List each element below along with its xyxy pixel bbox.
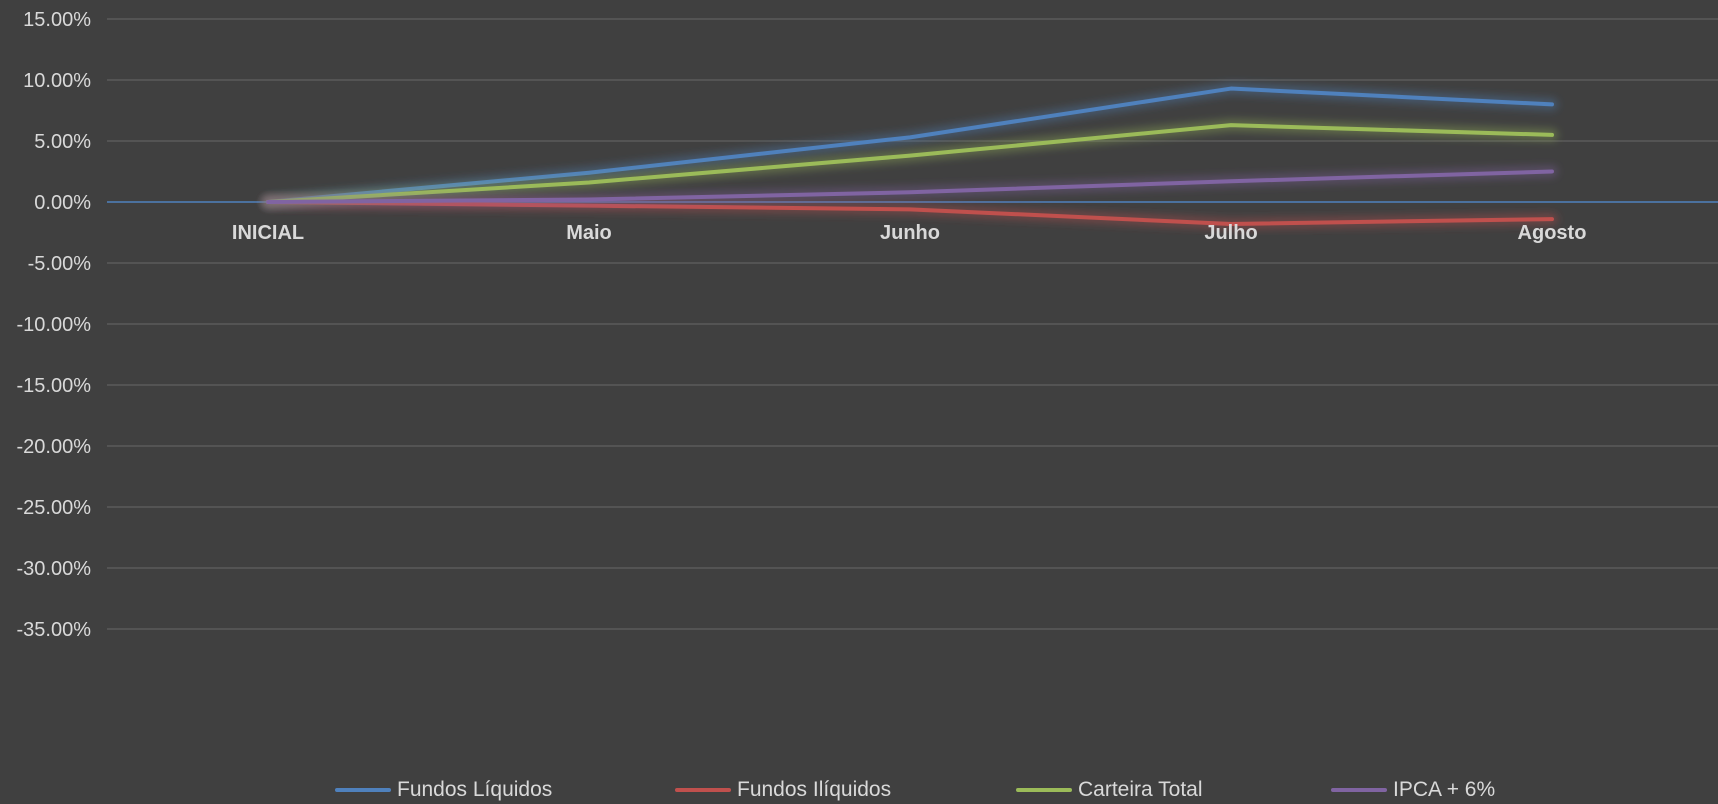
legend-label: Fundos Ilíquidos	[737, 778, 892, 801]
y-tick-label: 10.00%	[23, 70, 91, 92]
gridlines	[107, 18, 1718, 630]
legend-item-fundos-iliquidos: Fundos Ilíquidos	[675, 776, 891, 804]
legend-item-fundos-liquidos: Fundos Líquidos	[335, 776, 552, 804]
y-tick-label: -20.00%	[17, 436, 92, 458]
x-tick-label: Maio	[566, 222, 612, 244]
y-tick-label: -35.00%	[17, 619, 92, 641]
x-tick-label: Junho	[880, 222, 940, 244]
legend-item-carteira-total: Carteira Total	[1016, 776, 1203, 804]
y-tick-label: -30.00%	[17, 558, 92, 580]
legend-swatch-carteira-total	[1016, 788, 1072, 792]
series-line-fundos-liquidos	[266, 86, 1554, 204]
y-tick-label: 0.00%	[34, 192, 91, 214]
y-tick-label: -25.00%	[17, 497, 92, 519]
y-axis: 15.00% 10.00% 5.00% 0.00% -5.00% -10.00% -15.0…	[17, 9, 92, 641]
x-tick-label: Julho	[1204, 222, 1257, 244]
x-tick-label: Agosto	[1518, 222, 1587, 244]
legend-swatch-ipca	[1331, 788, 1387, 792]
y-tick-label: -5.00%	[28, 253, 92, 275]
y-tick-label: -10.00%	[17, 314, 92, 336]
legend-label: Fundos Líquidos	[397, 778, 553, 801]
legend-swatch-fundos-iliquidos	[675, 788, 731, 792]
line-chart: 15.00% 10.00% 5.00% 0.00% -5.00% -10.00% -15.0…	[17, 9, 1718, 641]
series-line-ipca-6	[266, 169, 1554, 204]
x-tick-label: INICIAL	[232, 222, 304, 244]
y-tick-label: -15.00%	[17, 375, 92, 397]
legend-label: IPCA + 6%	[1393, 778, 1496, 801]
legend-swatch-fundos-liquidos	[335, 788, 391, 792]
series-lines	[262, 82, 1558, 230]
y-tick-label: 15.00%	[23, 9, 91, 31]
legend-item-ipca: IPCA + 6%	[1331, 776, 1495, 804]
series-line-carteira-total	[266, 123, 1554, 204]
legend-label: Carteira Total	[1078, 778, 1203, 801]
y-tick-label: 5.00%	[34, 131, 91, 153]
legend: Fundos Líquidos Fundos Ilíquidos Carteir…	[0, 776, 1718, 804]
x-axis: INICIAL Maio Junho Julho Agosto	[232, 222, 1587, 244]
